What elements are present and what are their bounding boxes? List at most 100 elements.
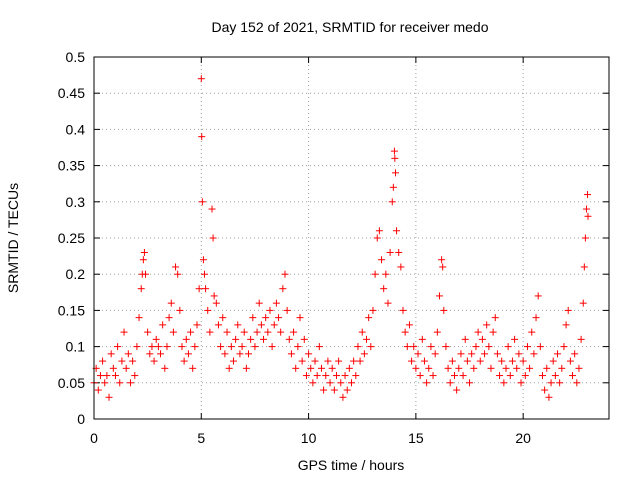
data-point bbox=[519, 357, 527, 365]
data-point bbox=[461, 335, 469, 343]
data-point bbox=[391, 154, 399, 162]
x-tick-label: 20 bbox=[515, 430, 531, 446]
y-tick-label: 0.2 bbox=[66, 266, 86, 282]
data-point bbox=[538, 372, 546, 380]
data-point bbox=[307, 364, 315, 372]
data-point bbox=[208, 205, 216, 213]
data-point bbox=[129, 357, 137, 365]
data-point bbox=[358, 328, 366, 336]
data-point bbox=[219, 314, 227, 322]
data-point bbox=[491, 314, 499, 322]
data-point bbox=[272, 299, 280, 307]
data-point bbox=[498, 357, 506, 365]
data-point bbox=[496, 372, 504, 380]
data-point bbox=[360, 350, 368, 358]
data-point bbox=[122, 364, 130, 372]
data-point bbox=[96, 372, 104, 380]
data-point bbox=[386, 248, 394, 256]
data-point bbox=[433, 328, 441, 336]
data-point bbox=[135, 314, 143, 322]
tick-labels: 0 0.05 0.1 0.15 0.2 0.25 0.3 0.35 0.4 0.45 0.5 0 5 10… bbox=[58, 49, 531, 446]
data-point bbox=[476, 357, 484, 365]
y-tick-label: 0.3 bbox=[66, 194, 86, 210]
data-point bbox=[481, 350, 489, 358]
data-point bbox=[511, 335, 519, 343]
data-point bbox=[348, 379, 355, 387]
data-point bbox=[532, 314, 540, 322]
data-point bbox=[343, 386, 351, 394]
data-point bbox=[180, 357, 188, 365]
y-tick-label: 0.15 bbox=[58, 302, 85, 318]
data-point bbox=[240, 328, 248, 336]
data-point bbox=[515, 350, 523, 358]
data-point bbox=[204, 306, 212, 314]
data-point bbox=[189, 364, 197, 372]
data-point bbox=[144, 328, 152, 336]
data-point bbox=[395, 248, 403, 256]
data-point bbox=[513, 364, 521, 372]
data-point bbox=[580, 263, 588, 271]
data-point bbox=[139, 256, 147, 264]
data-point bbox=[305, 350, 313, 358]
data-point bbox=[451, 372, 458, 380]
data-points bbox=[90, 75, 592, 401]
data-point bbox=[493, 350, 501, 358]
data-point bbox=[313, 372, 321, 380]
data-point bbox=[571, 350, 579, 358]
y-tick-label: 0.35 bbox=[58, 158, 85, 174]
data-point bbox=[146, 350, 154, 358]
data-point bbox=[114, 343, 122, 351]
data-point bbox=[198, 133, 206, 141]
data-point bbox=[140, 248, 148, 256]
data-point bbox=[227, 343, 235, 351]
data-point bbox=[345, 364, 353, 372]
data-point bbox=[371, 270, 379, 278]
data-point bbox=[543, 364, 551, 372]
data-point bbox=[423, 379, 431, 387]
grid-lines bbox=[94, 57, 609, 419]
data-point bbox=[352, 372, 360, 380]
data-point bbox=[232, 335, 240, 343]
data-point bbox=[225, 364, 233, 372]
data-point bbox=[209, 234, 217, 242]
data-point bbox=[223, 328, 231, 336]
data-point bbox=[182, 335, 190, 343]
data-point bbox=[562, 321, 570, 329]
data-point bbox=[266, 306, 274, 314]
data-point bbox=[172, 263, 180, 271]
data-point bbox=[332, 372, 340, 380]
data-point bbox=[403, 343, 411, 351]
y-tick-label: 0 bbox=[77, 411, 85, 427]
data-point bbox=[414, 350, 422, 358]
data-point bbox=[221, 350, 229, 358]
data-point bbox=[107, 350, 115, 358]
data-point bbox=[111, 372, 119, 380]
data-point bbox=[335, 357, 343, 365]
data-point bbox=[206, 328, 214, 336]
data-point bbox=[389, 183, 397, 191]
data-point bbox=[363, 335, 371, 343]
data-point bbox=[446, 379, 454, 387]
data-point bbox=[575, 364, 583, 372]
data-point bbox=[581, 234, 589, 242]
data-point bbox=[120, 328, 128, 336]
data-point bbox=[405, 321, 413, 329]
data-point bbox=[283, 306, 291, 314]
data-point bbox=[506, 372, 514, 380]
x-tick-label: 5 bbox=[197, 430, 205, 446]
data-point bbox=[530, 350, 538, 358]
data-point bbox=[242, 364, 250, 372]
data-point bbox=[159, 321, 167, 329]
data-point bbox=[281, 270, 289, 278]
data-point bbox=[459, 372, 467, 380]
data-point bbox=[184, 350, 192, 358]
data-point bbox=[249, 314, 257, 322]
data-point bbox=[247, 335, 255, 343]
x-tick-label: 15 bbox=[408, 430, 424, 446]
data-point bbox=[197, 75, 205, 83]
data-point bbox=[554, 350, 561, 358]
data-point bbox=[324, 357, 332, 365]
data-point bbox=[573, 379, 581, 387]
data-point bbox=[201, 270, 209, 278]
data-point bbox=[541, 386, 549, 394]
